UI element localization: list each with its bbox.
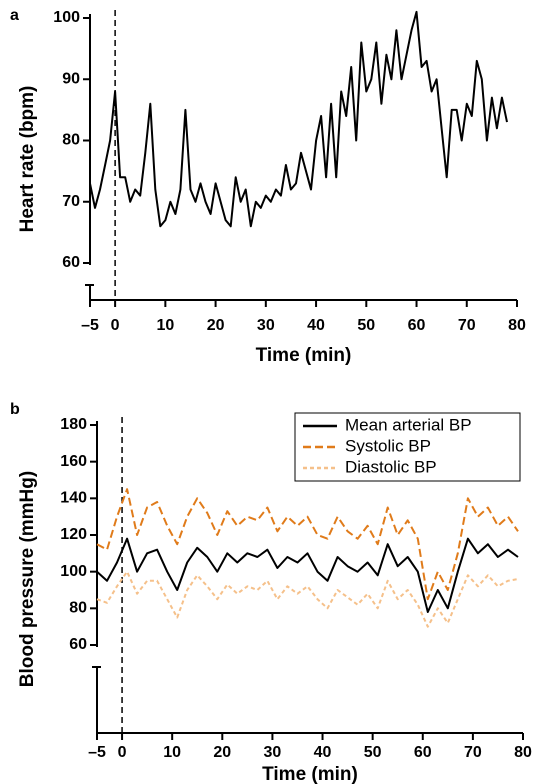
legend-label: Diastolic BP (345, 457, 437, 476)
x-tick-label: 80 (508, 317, 526, 334)
x-tick-label: 0 (118, 744, 127, 761)
data-line (96, 488, 519, 601)
y-tick-label: 120 (60, 526, 87, 543)
y-tick-label: 90 (62, 70, 80, 87)
x-axis-title: Time (min) (256, 345, 352, 366)
x-tick-label: 60 (408, 317, 426, 334)
panel-label: b (10, 401, 20, 418)
legend-label: Systolic BP (345, 436, 431, 455)
x-tick-label: 80 (514, 744, 532, 761)
y-tick-label: 60 (69, 636, 87, 653)
x-tick-label: 50 (364, 744, 382, 761)
x-tick-label: –5 (88, 744, 106, 761)
y-tick-label: 160 (60, 453, 87, 470)
y-tick-label: 70 (62, 193, 80, 210)
x-tick-label: –5 (81, 317, 99, 334)
y-tick-label: 100 (60, 563, 87, 580)
x-tick-label: 40 (314, 744, 332, 761)
data-line (89, 10, 508, 228)
y-axis-title: Heart rate (bpm) (17, 86, 38, 233)
x-tick-label: 70 (464, 744, 482, 761)
x-tick-label: 60 (414, 744, 432, 761)
legend-label: Mean arterial BP (345, 415, 472, 434)
panel-label: a (10, 7, 19, 24)
y-tick-label: 100 (53, 9, 80, 26)
y-axis-title: Blood pressure (mmHg) (17, 471, 38, 687)
x-tick-label: 0 (111, 317, 120, 334)
x-tick-label: 20 (207, 317, 225, 334)
y-tick-label: 140 (60, 490, 87, 507)
y-tick-label: 80 (62, 132, 80, 149)
x-tick-label: 40 (307, 317, 325, 334)
data-line (96, 537, 519, 613)
y-tick-label: 60 (62, 254, 80, 271)
x-tick-label: 50 (357, 317, 375, 334)
y-tick-label: 80 (69, 600, 87, 617)
x-tick-label: 10 (156, 317, 174, 334)
x-tick-label: 30 (257, 317, 275, 334)
x-axis-title: Time (min) (262, 764, 358, 784)
data-line (96, 570, 519, 628)
x-tick-label: 10 (163, 744, 181, 761)
x-tick-label: 70 (458, 317, 476, 334)
y-tick-label: 180 (60, 416, 87, 433)
x-tick-label: 30 (264, 744, 282, 761)
x-tick-label: 20 (213, 744, 231, 761)
